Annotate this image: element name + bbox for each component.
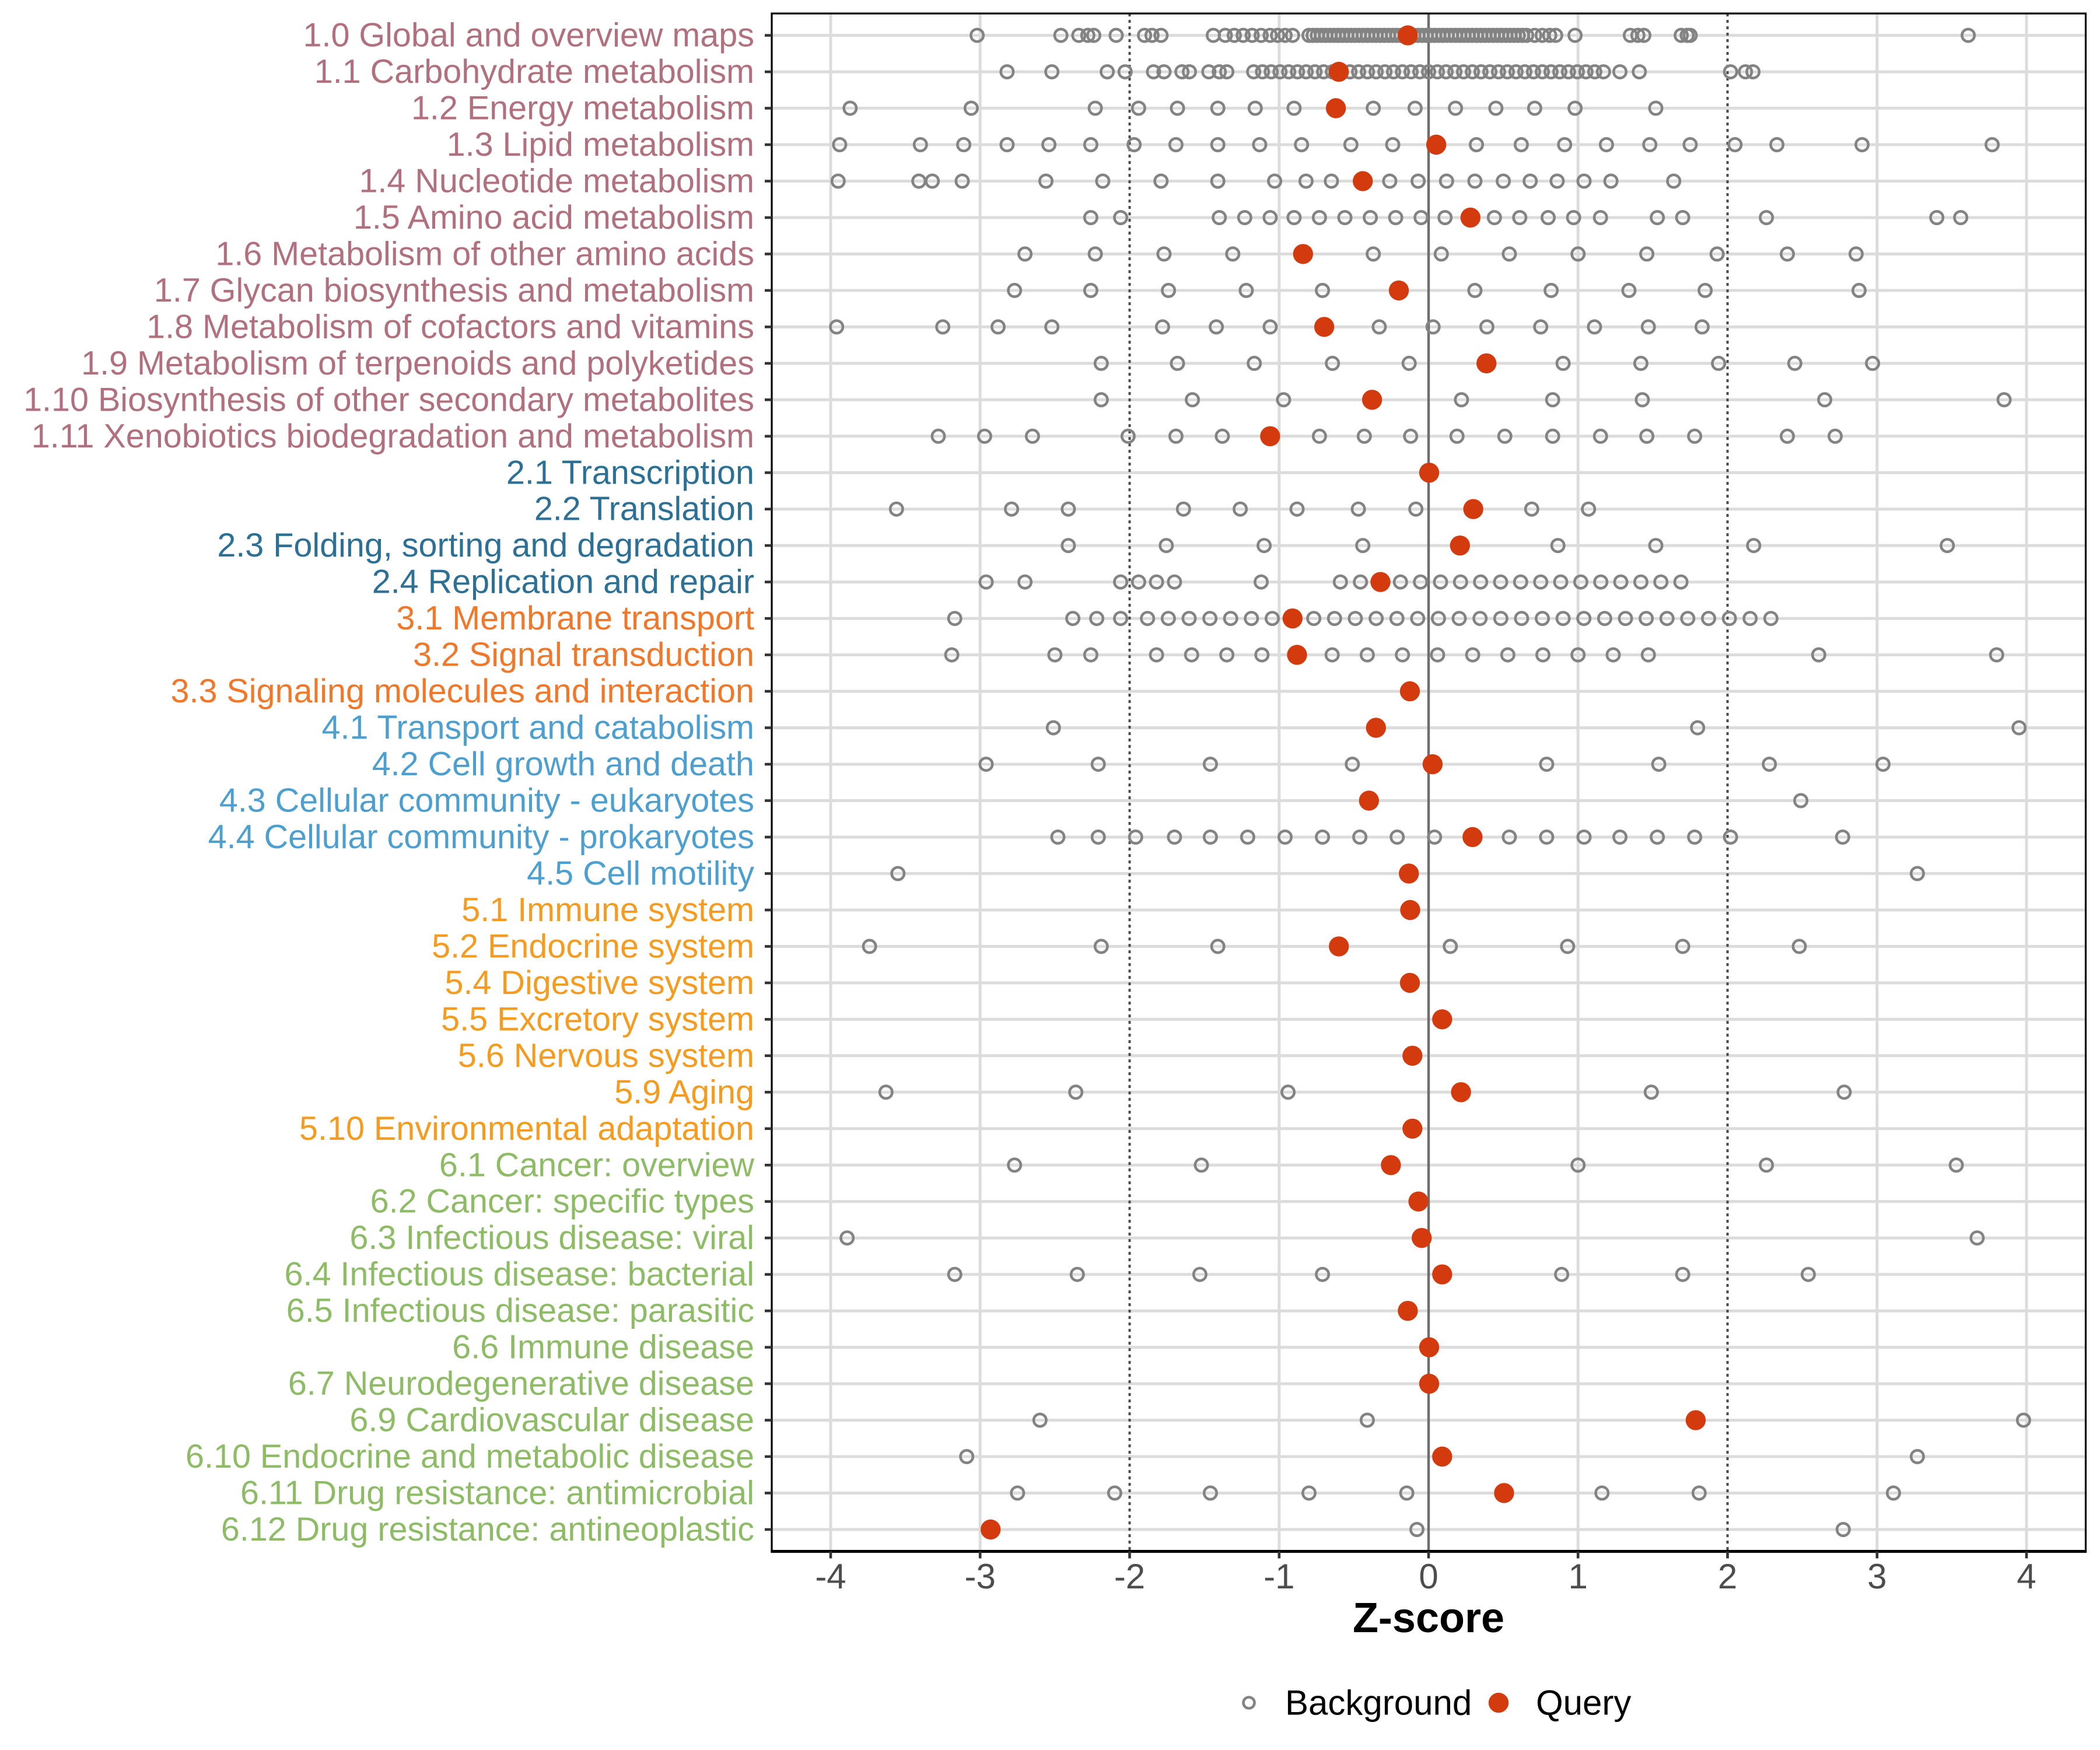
svg-text:5.6 Nervous system: 5.6 Nervous system — [458, 1037, 754, 1074]
svg-text:6.9 Cardiovascular disease: 6.9 Cardiovascular disease — [349, 1402, 754, 1439]
svg-text:4: 4 — [2017, 1557, 2036, 1596]
svg-text:6.2 Cancer: specific types: 6.2 Cancer: specific types — [370, 1183, 754, 1220]
svg-text:6.6 Immune disease: 6.6 Immune disease — [452, 1329, 754, 1366]
svg-text:1.7 Glycan biosynthesis and me: 1.7 Glycan biosynthesis and metabolism — [154, 272, 754, 309]
svg-text:6.7 Neurodegenerative disease: 6.7 Neurodegenerative disease — [288, 1365, 754, 1402]
svg-text:1.9 Metabolism of terpenoids a: 1.9 Metabolism of terpenoids and polyket… — [81, 345, 754, 382]
svg-text:Background: Background — [1285, 1684, 1472, 1723]
svg-text:0: 0 — [1419, 1557, 1438, 1596]
svg-text:5.9 Aging: 5.9 Aging — [614, 1073, 754, 1111]
svg-text:1.5 Amino acid metabolism: 1.5 Amino acid metabolism — [354, 199, 754, 236]
svg-text:2.3 Folding, sorting and degra: 2.3 Folding, sorting and degradation — [217, 527, 754, 564]
svg-text:4.1 Transport and catabolism: 4.1 Transport and catabolism — [321, 709, 754, 747]
svg-text:1.8 Metabolism of cofactors an: 1.8 Metabolism of cofactors and vitamins — [146, 308, 754, 345]
svg-text:5.10 Environmental adaptation: 5.10 Environmental adaptation — [299, 1110, 754, 1147]
svg-text:1.4 Nucleotide metabolism: 1.4 Nucleotide metabolism — [359, 163, 754, 200]
svg-text:2.4 Replication and repair: 2.4 Replication and repair — [372, 564, 754, 601]
svg-text:1.0 Global and overview maps: 1.0 Global and overview maps — [303, 17, 754, 54]
svg-text:6.3 Infectious disease: viral: 6.3 Infectious disease: viral — [349, 1219, 754, 1256]
svg-text:3: 3 — [1867, 1557, 1887, 1596]
svg-text:5.5 Excretory system: 5.5 Excretory system — [441, 1000, 754, 1038]
svg-text:1.11 Xenobiotics biodegradatio: 1.11 Xenobiotics biodegradation and meta… — [32, 418, 754, 455]
svg-text:3.3 Signaling molecules and in: 3.3 Signaling molecules and interaction — [171, 673, 755, 710]
svg-text:4.3 Cellular community - eukar: 4.3 Cellular community - eukaryotes — [219, 782, 754, 820]
svg-text:1.2 Energy metabolism: 1.2 Energy metabolism — [411, 90, 754, 127]
svg-text:2: 2 — [1718, 1557, 1737, 1596]
svg-text:6.12 Drug resistance: antineop: 6.12 Drug resistance: antineoplastic — [221, 1511, 754, 1548]
svg-text:6.1 Cancer: overview: 6.1 Cancer: overview — [439, 1146, 755, 1184]
svg-text:2.1 Transcription: 2.1 Transcription — [506, 454, 754, 491]
svg-text:6.11 Drug resistance: antimicr: 6.11 Drug resistance: antimicrobial — [240, 1475, 754, 1512]
svg-text:1.6 Metabolism of other amino: 1.6 Metabolism of other amino acids — [215, 235, 754, 272]
svg-text:-4: -4 — [815, 1557, 846, 1596]
svg-text:5.4 Digestive system: 5.4 Digestive system — [445, 964, 754, 1002]
svg-text:1: 1 — [1569, 1557, 1588, 1596]
svg-text:3.1 Membrane transport: 3.1 Membrane transport — [396, 600, 754, 637]
svg-text:3.2 Signal transduction: 3.2 Signal transduction — [413, 636, 754, 674]
svg-text:4.5 Cell motility: 4.5 Cell motility — [527, 855, 754, 892]
svg-text:4.4 Cellular community - proka: 4.4 Cellular community - prokaryotes — [208, 818, 754, 856]
svg-text:Z-score: Z-score — [1353, 1595, 1504, 1642]
svg-text:5.2 Endocrine system: 5.2 Endocrine system — [432, 928, 754, 965]
svg-text:2.2 Translation: 2.2 Translation — [534, 491, 754, 528]
svg-text:-1: -1 — [1264, 1557, 1294, 1596]
svg-text:5.1 Immune system: 5.1 Immune system — [461, 891, 754, 929]
svg-text:-3: -3 — [965, 1557, 996, 1596]
svg-text:1.1 Carbohydrate metabolism: 1.1 Carbohydrate metabolism — [314, 53, 754, 90]
svg-text:1.3 Lipid metabolism: 1.3 Lipid metabolism — [447, 126, 754, 163]
svg-text:4.2 Cell growth and death: 4.2 Cell growth and death — [372, 746, 754, 783]
svg-text:Query: Query — [1536, 1684, 1631, 1723]
svg-text:6.5 Infectious disease: parasi: 6.5 Infectious disease: parasitic — [286, 1292, 754, 1329]
svg-text:-2: -2 — [1114, 1557, 1145, 1596]
svg-text:6.10 Endocrine and metabolic d: 6.10 Endocrine and metabolic disease — [186, 1438, 754, 1475]
svg-text:6.4 Infectious disease: bacter: 6.4 Infectious disease: bacterial — [285, 1256, 754, 1293]
svg-text:1.10 Biosynthesis of other sec: 1.10 Biosynthesis of other secondary met… — [23, 381, 754, 418]
